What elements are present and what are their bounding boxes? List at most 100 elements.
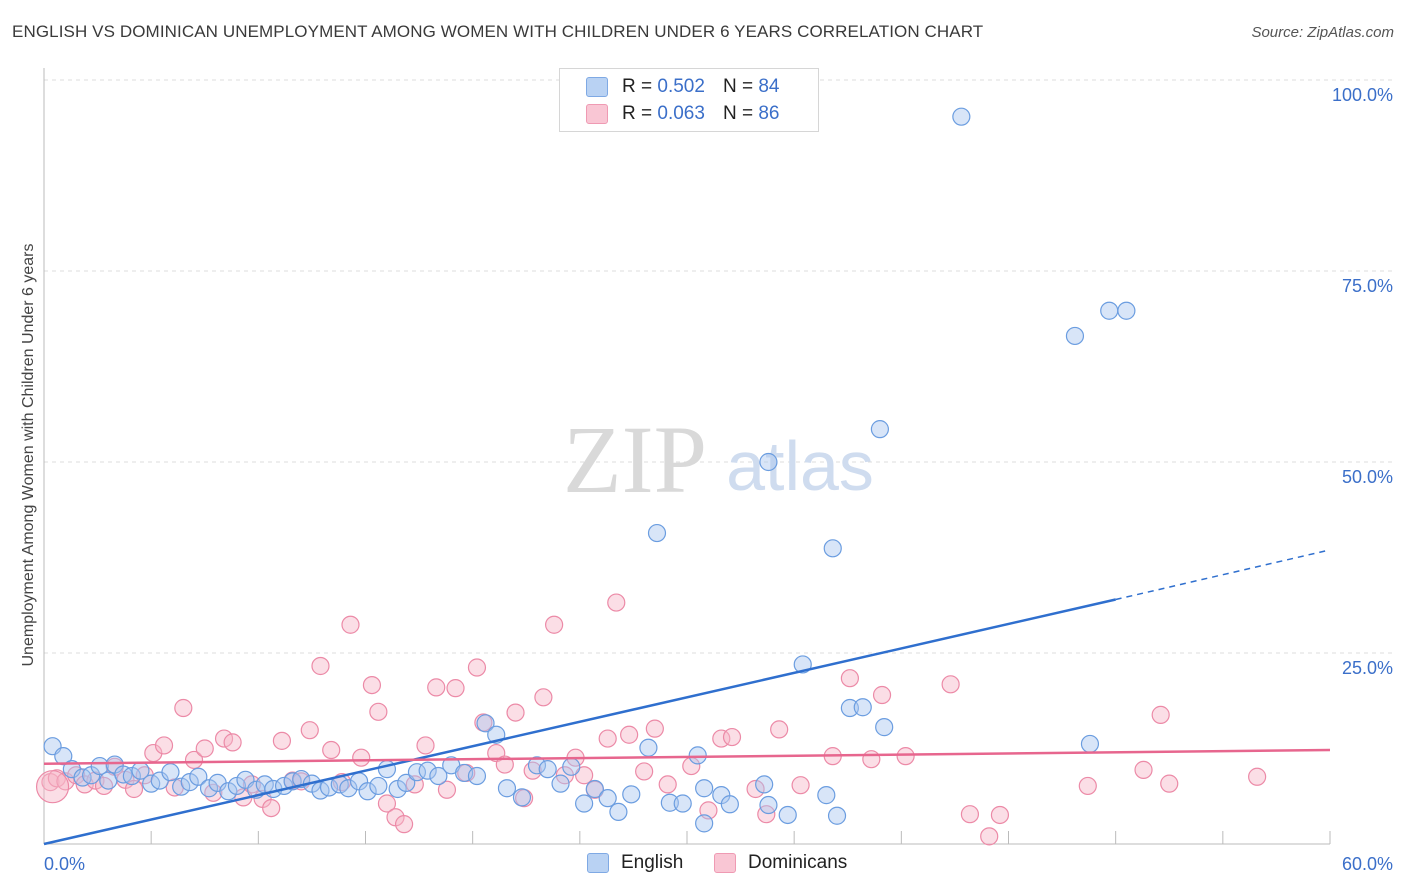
dominican-point bbox=[377, 794, 397, 813]
english-point bbox=[759, 795, 778, 815]
english-point bbox=[1117, 301, 1136, 320]
dominican-point bbox=[506, 703, 525, 722]
english-point bbox=[161, 763, 180, 782]
legend-r-label: R = bbox=[622, 103, 653, 124]
english-point bbox=[172, 777, 191, 796]
dominican-point bbox=[645, 719, 664, 738]
english-point bbox=[189, 767, 208, 786]
english-point bbox=[497, 779, 517, 798]
dominican-point bbox=[635, 762, 654, 781]
english-point bbox=[673, 794, 692, 813]
dominican-point bbox=[394, 815, 414, 834]
english-point bbox=[695, 814, 714, 833]
dominican-point bbox=[35, 770, 70, 804]
y-tick-label: 25.0% bbox=[1342, 658, 1393, 678]
x-tick-label-max: 60.0% bbox=[1342, 854, 1393, 874]
dominican-point bbox=[311, 656, 330, 676]
legend-row-english: R = 0.502 N = 84 bbox=[586, 75, 779, 99]
english-point bbox=[853, 698, 872, 717]
dominican-point bbox=[960, 805, 980, 824]
dominican-point bbox=[495, 755, 514, 774]
english-point bbox=[369, 776, 388, 796]
dominican-point bbox=[300, 721, 319, 740]
dominican-point bbox=[598, 729, 617, 748]
english-point bbox=[538, 760, 557, 779]
dominican-point bbox=[658, 775, 677, 794]
legend-r-label: R = bbox=[622, 76, 653, 97]
english-point bbox=[476, 714, 495, 733]
english-point bbox=[639, 738, 658, 757]
dominican-point bbox=[980, 827, 999, 846]
dominican-point bbox=[1134, 760, 1153, 779]
bottom-legend: English Dominicans bbox=[0, 852, 1406, 878]
dominican-point bbox=[607, 593, 626, 612]
legend-n-value-english: 84 bbox=[758, 76, 780, 97]
legend-n-label: N = bbox=[722, 103, 754, 124]
english-point bbox=[817, 786, 836, 805]
english-point bbox=[755, 775, 774, 794]
legend-swatch-english bbox=[586, 77, 608, 97]
english-point bbox=[562, 757, 581, 776]
english-point bbox=[823, 539, 842, 558]
chart-title: ENGLISH VS DOMINICAN UNEMPLOYMENT AMONG … bbox=[12, 22, 984, 41]
english-point bbox=[609, 802, 628, 822]
english-trend-extension bbox=[1115, 549, 1331, 601]
english-point bbox=[122, 766, 141, 786]
bottom-legend-label-english: English bbox=[621, 852, 684, 873]
y-tick-label: 100.0% bbox=[1332, 85, 1393, 105]
dominican-point bbox=[195, 739, 214, 758]
watermark-zip: ZIP bbox=[563, 406, 707, 513]
english-point bbox=[952, 107, 971, 126]
dominican-point bbox=[1160, 774, 1179, 793]
legend-r-value-dominican: 0.063 bbox=[657, 103, 705, 124]
legend-swatch-dominican bbox=[586, 104, 608, 124]
legend-row-dominican: R = 0.063 N = 86 bbox=[586, 102, 779, 126]
dominican-point bbox=[184, 750, 204, 770]
dominican-point bbox=[416, 736, 435, 755]
dominican-point bbox=[154, 736, 174, 755]
english-point bbox=[1065, 326, 1085, 346]
english-point bbox=[418, 761, 437, 780]
y-tick-label: 50.0% bbox=[1342, 467, 1393, 487]
english-point bbox=[585, 779, 604, 799]
bottom-legend-swatch-dominican bbox=[714, 853, 736, 873]
english-point bbox=[778, 805, 797, 825]
grid-lines bbox=[43, 68, 1392, 845]
dominican-point bbox=[896, 747, 915, 766]
dominican-point bbox=[214, 729, 234, 748]
legend-n-label: N = bbox=[722, 76, 754, 97]
dominican-point bbox=[746, 779, 765, 799]
dominican-points bbox=[35, 593, 1267, 846]
x-axis-labels: 0.0% 60.0% bbox=[44, 854, 1393, 874]
english-point bbox=[759, 452, 778, 472]
dominican-point bbox=[427, 678, 446, 697]
english-point bbox=[199, 779, 219, 798]
english-point bbox=[688, 746, 707, 765]
english-point bbox=[1100, 301, 1119, 320]
dominican-point bbox=[322, 740, 341, 760]
english-point bbox=[720, 795, 739, 814]
dominican-point bbox=[722, 727, 742, 747]
dominican-point bbox=[446, 679, 465, 698]
dominican-point bbox=[840, 669, 859, 688]
english-point bbox=[695, 779, 714, 798]
dominican-trend-line bbox=[43, 748, 1331, 766]
legend: R = 0.502 N = 84 R = 0.063 N = 86 bbox=[559, 68, 819, 132]
dominican-point bbox=[341, 615, 360, 634]
dominican-point bbox=[990, 805, 1010, 825]
english-point bbox=[397, 773, 416, 792]
dominican-point bbox=[575, 766, 594, 785]
dominican-point bbox=[620, 725, 639, 744]
watermark-atlas: atlas bbox=[726, 427, 874, 505]
dominican-point bbox=[75, 775, 94, 794]
english-point bbox=[870, 420, 890, 439]
english-point bbox=[358, 782, 377, 801]
dominican-point bbox=[1248, 767, 1267, 786]
dominican-point bbox=[545, 615, 564, 634]
y-axis-title: Unemployment Among Women with Children U… bbox=[20, 243, 37, 667]
x-axis-ticks bbox=[43, 831, 1331, 844]
dominican-point bbox=[437, 780, 457, 799]
dominican-point bbox=[272, 731, 292, 750]
english-point bbox=[575, 794, 594, 813]
